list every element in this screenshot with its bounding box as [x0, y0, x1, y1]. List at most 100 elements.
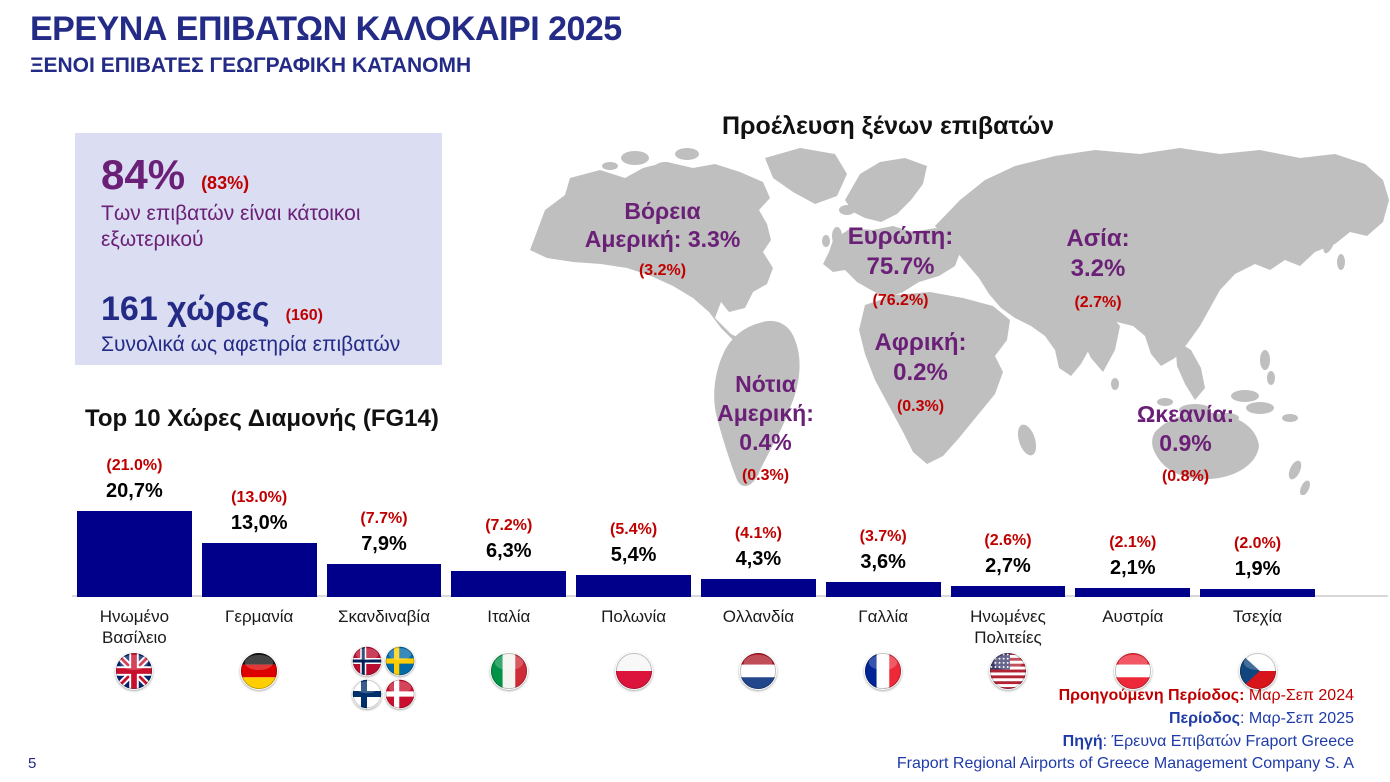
- region-label-line: 0.4%: [739, 429, 792, 455]
- flag-usa-icon: [989, 652, 1027, 690]
- bar-category: Ηνωμένες Πολιτείες: [970, 607, 1046, 648]
- bar-previous-value: (4.1%): [734, 525, 782, 542]
- region-label-line: Ωκεανία:: [1136, 401, 1235, 427]
- bar-category: Ιταλία: [487, 607, 531, 626]
- bar: [700, 579, 816, 597]
- region-label-line: 0.2%: [893, 359, 948, 386]
- region-previous-value: (0.3%): [741, 467, 790, 484]
- bar-previous-value: (13.0%): [231, 489, 288, 506]
- bar-column: (2.6%) 2,7% Ηνωμένες Πολιτείες: [946, 440, 1071, 710]
- bar-previous-value: (5.4%): [610, 521, 658, 538]
- bar-value: 5,4%: [610, 544, 657, 566]
- bar: [576, 575, 691, 597]
- bar: [326, 564, 442, 597]
- flag-group: [571, 652, 696, 690]
- flag-group: [197, 652, 322, 690]
- page-number: 5: [28, 755, 37, 772]
- bar-category: Αυστρία: [1102, 607, 1164, 626]
- bar-category: Πολωνία: [601, 607, 667, 626]
- flag-denmark-icon: [386, 679, 415, 709]
- region-previous-value: (76.2%): [872, 292, 929, 309]
- page-title: ΕΡΕΥΝΑ ΕΠΙΒΑΤΩΝ ΚΑΛΟΚΑΙΡΙ 2025: [30, 10, 622, 48]
- bar: [825, 582, 941, 597]
- bar: [77, 511, 192, 597]
- flag-group: [946, 652, 1071, 690]
- bar: [201, 543, 317, 597]
- bar-value: 2,1%: [1109, 557, 1156, 579]
- map-region-asia: Ασία: 3.2% (2.7%): [1023, 224, 1173, 318]
- bar-category: Τσεχία: [1233, 607, 1283, 626]
- bar-column: (2.0%) 1,9% Τσεχία: [1195, 440, 1320, 710]
- bar-value: 20,7%: [106, 480, 163, 502]
- bar-value: 7,9%: [361, 533, 407, 555]
- flag-group: [1070, 652, 1195, 690]
- bar-value: 1,9%: [1234, 558, 1281, 580]
- stats-box: 84% (83%) Των επιβατών είναι κάτοικοι εξ…: [75, 133, 442, 365]
- flag-finland-icon: [353, 679, 382, 709]
- flag-group: [351, 646, 417, 709]
- stat-residents-description: Των επιβατών είναι κάτοικοι εξωτερικού: [101, 202, 361, 252]
- stat-countries-previous: (160): [285, 306, 323, 324]
- region-label-line: Αφρική:: [874, 329, 967, 356]
- region-label-line: 3.2%: [1070, 255, 1126, 282]
- flag-group: [821, 652, 946, 690]
- map-title: Προέλευση ξένων επιβατών: [721, 112, 1055, 140]
- region-label-line: Βόρεια: [624, 198, 701, 224]
- flag-france-icon: [865, 652, 902, 690]
- map-region-europe: Ευρώπη: 75.7% (76.2%): [823, 222, 978, 316]
- flag-germany-icon: [241, 652, 278, 690]
- bar-previous-value: (7.7%): [360, 510, 408, 527]
- flag-uk-icon: [116, 652, 153, 690]
- bar-value: 3,6%: [860, 551, 906, 573]
- stat-countries-value: 161 χώρες: [101, 289, 270, 328]
- map-region-south-america: Νότια Αμερική: 0.4% (0.3%): [688, 370, 843, 490]
- bar-previous-value: (7.2%): [485, 517, 533, 534]
- bar-column: (7.2%) 6,3% Ιταλία: [446, 440, 571, 710]
- bar-previous-value: (2.0%): [1234, 535, 1282, 552]
- stat-residents-previous: (83%): [201, 173, 250, 193]
- bar-category: Ολλανδία: [722, 607, 795, 626]
- world-map-icon: [530, 148, 1389, 495]
- flag-poland-icon: [615, 652, 652, 690]
- flag-italy-icon: [490, 652, 527, 690]
- flag-austria-icon: [1114, 652, 1151, 690]
- bar-column: (21.0%) 20,7% Ηνωμένο Βασίλειο: [72, 440, 197, 710]
- bar-column: (7.7%) 7,9% Σκανδιναβία: [322, 440, 447, 710]
- bar-chart-title: Top 10 Χώρες Διαμονής (FG14): [85, 405, 439, 432]
- flag-czech-icon: [1239, 652, 1276, 690]
- bar-previous-value: (2.6%): [984, 532, 1032, 549]
- region-label-line: 75.7%: [866, 253, 935, 280]
- bar-column: (2.1%) 2,1% Αυστρία: [1070, 440, 1195, 710]
- map-region-oceania: Ωκεανία: 0.9% (0.8%): [1103, 400, 1268, 491]
- bar-column: (4.1%) 4,3% Ολλανδία: [696, 440, 821, 710]
- flag-group: [446, 652, 571, 690]
- region-label-line: 0.9%: [1159, 430, 1212, 456]
- region-label-line: Αμερική:: [717, 400, 814, 426]
- bar-category: Γαλλία: [858, 607, 909, 626]
- footer-company: Fraport Regional Airports of Greece Mana…: [896, 755, 1354, 773]
- page-subtitle: ΞΕΝΟΙ ΕΠΙΒΑΤΕΣ ΓΕΩΓΡΑΦΙΚΗ ΚΑΤΑΝΟΜΗ: [30, 54, 472, 77]
- footer-source: Πηγή: Έρευνα Επιβατών Fraport Greece: [1062, 732, 1354, 750]
- stat-countries-description: Συνολικά ως αφετηρία επιβατών: [101, 332, 401, 356]
- bar: [1075, 588, 1191, 597]
- bar: [1200, 589, 1315, 597]
- bar-value: 6,3%: [485, 540, 532, 562]
- region-previous-value: (0.3%): [896, 398, 945, 415]
- bar-value: 13,0%: [230, 512, 288, 534]
- region-label-line: Αμερική: 3.3%: [584, 226, 741, 252]
- bar: [950, 586, 1066, 597]
- flag-group: [1195, 652, 1320, 690]
- stat-residents-value: 84%: [101, 151, 186, 198]
- bar-category: Γερμανία: [225, 607, 294, 626]
- flag-norway-icon: [353, 646, 382, 676]
- region-label-line: Νότια: [735, 371, 796, 397]
- bar-column: (5.4%) 5,4% Πολωνία: [571, 440, 696, 710]
- footer: Προηγούμενη Περίοδος: Μαρ-Σεπ 2024 Περίο…: [897, 685, 1354, 776]
- bar-value: 4,3%: [735, 548, 782, 570]
- flag-group: [72, 652, 197, 690]
- map-region-north-america: Βόρεια Αμερική: 3.3% (3.2%): [555, 197, 770, 285]
- flag-group: [696, 652, 821, 690]
- bar-previous-value: (21.0%): [106, 457, 163, 474]
- bar-previous-value: (2.1%): [1109, 534, 1157, 551]
